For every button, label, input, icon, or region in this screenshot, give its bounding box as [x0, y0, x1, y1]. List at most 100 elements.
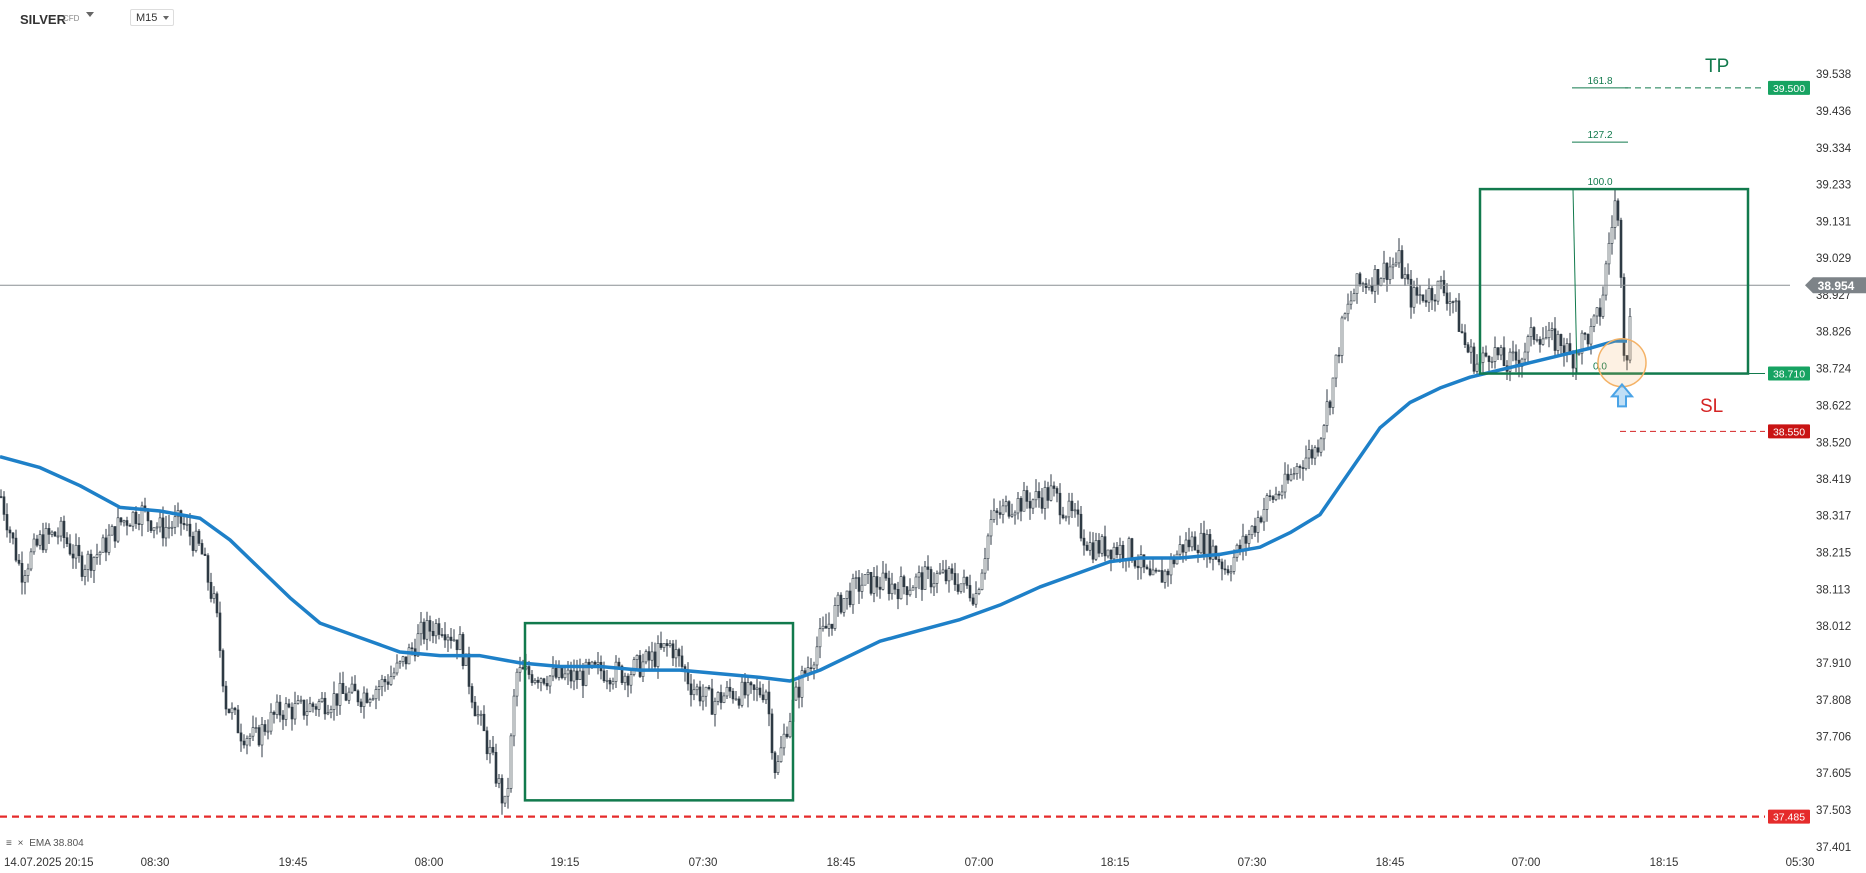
- candle-body: [305, 711, 309, 716]
- candle-body: [1463, 332, 1467, 345]
- timeframe-select[interactable]: M15: [130, 9, 174, 26]
- candle-body: [1295, 466, 1299, 474]
- candle-body: [1223, 568, 1227, 571]
- candle-body: [905, 586, 909, 596]
- candle-body: [1046, 487, 1050, 501]
- candle-body: [203, 553, 207, 556]
- candle-body: [881, 572, 885, 590]
- price-tick-label: 38.012: [1816, 621, 1851, 633]
- candle-body: [152, 527, 156, 531]
- candle-body: [308, 703, 312, 712]
- candle-body: [971, 597, 975, 605]
- candle-body: [1232, 556, 1236, 572]
- candle-body: [1001, 505, 1005, 515]
- candle-body: [620, 665, 624, 684]
- time-tick-label: 18:45: [827, 857, 856, 869]
- candle-body: [188, 523, 192, 537]
- candle-body: [572, 670, 576, 682]
- candle-body: [293, 703, 297, 720]
- candles-layer: [0, 189, 1632, 815]
- candle-body: [737, 698, 741, 706]
- price-axis: 39.538 39.436 39.334 39.233 39.131 39.029 38.9…: [1816, 69, 1852, 854]
- menu-icon[interactable]: ≡: [6, 838, 12, 849]
- candle-body: [977, 589, 981, 594]
- candle-body: [464, 653, 468, 666]
- candle-body: [833, 605, 837, 629]
- candle-body: [1532, 327, 1536, 340]
- chevron-down-icon[interactable]: [86, 12, 94, 17]
- candle-body: [818, 628, 822, 648]
- candle-body: [893, 583, 897, 590]
- candle-body: [779, 747, 783, 762]
- candle-body: [1019, 498, 1023, 512]
- symbol-name[interactable]: SILVER: [20, 12, 66, 27]
- candle-body: [407, 647, 411, 665]
- candle-body: [899, 576, 903, 600]
- timeframe-label: M15: [136, 12, 158, 24]
- candle-body: [1103, 536, 1107, 557]
- candle-body: [1547, 329, 1551, 339]
- candle-body: [1184, 539, 1188, 553]
- candle-body: [602, 670, 606, 682]
- candle-body: [1100, 536, 1104, 554]
- candle-body: [401, 656, 405, 662]
- candle-body: [389, 676, 393, 685]
- candle-body: [1409, 278, 1413, 308]
- candle-body: [1013, 512, 1017, 516]
- time-tick-label: 07:00: [1512, 857, 1541, 869]
- price-tick-label: 38.622: [1816, 400, 1851, 412]
- candle-body: [344, 693, 348, 701]
- candle-body: [200, 543, 204, 555]
- fib-level-label: 0.0: [1593, 362, 1607, 373]
- candle-body: [1037, 491, 1041, 499]
- candle-body: [1229, 571, 1233, 574]
- candle-body: [1526, 336, 1530, 353]
- sl-price-flag-bg: [1768, 424, 1810, 439]
- candle-body: [1481, 352, 1485, 363]
- candle-body: [1265, 495, 1269, 510]
- candle-body: [542, 678, 546, 684]
- candle-body: [1430, 288, 1434, 301]
- candle-body: [47, 528, 51, 535]
- candle-body: [455, 639, 459, 651]
- time-tick-label: 18:15: [1650, 857, 1679, 869]
- candle-body: [218, 612, 222, 651]
- candle-body: [476, 714, 480, 717]
- candle-body: [920, 572, 924, 590]
- candle-body: [1379, 278, 1383, 286]
- candle-body: [326, 712, 330, 715]
- candle-body: [101, 537, 105, 553]
- candle-body: [809, 667, 813, 669]
- candle-body: [302, 699, 306, 716]
- candle-body: [1277, 493, 1281, 496]
- candle-body: [1166, 570, 1170, 576]
- last-price-flag-bg: [1805, 277, 1866, 294]
- candle-body: [1340, 317, 1344, 356]
- entry-highlight-circle: [1597, 337, 1647, 388]
- candle-body: [1436, 280, 1440, 302]
- candle-body: [956, 584, 960, 592]
- candle-body: [617, 661, 621, 667]
- candle-body: [911, 587, 915, 591]
- support-price-flag: 37.485: [1773, 812, 1805, 824]
- candle-body: [353, 683, 357, 692]
- candle-body: [269, 711, 273, 732]
- candle-body: [1418, 294, 1422, 297]
- candle-body: [284, 703, 288, 720]
- candle-body: [5, 514, 9, 531]
- candle-body: [446, 636, 450, 641]
- candle-body: [215, 593, 219, 614]
- candle-body: [65, 537, 69, 545]
- tp-price-flag: 39.500: [1773, 83, 1805, 95]
- candle-body: [479, 713, 483, 716]
- candle-body: [1466, 344, 1470, 353]
- candle-body: [1070, 500, 1074, 512]
- candle-body: [1496, 347, 1500, 356]
- candle-body: [1289, 474, 1293, 481]
- sl-annotation: SL: [1700, 396, 1723, 417]
- price-tick-label: 38.724: [1816, 363, 1852, 375]
- candle-body: [821, 625, 825, 630]
- close-icon[interactable]: ×: [17, 838, 24, 849]
- candle-body: [452, 639, 456, 642]
